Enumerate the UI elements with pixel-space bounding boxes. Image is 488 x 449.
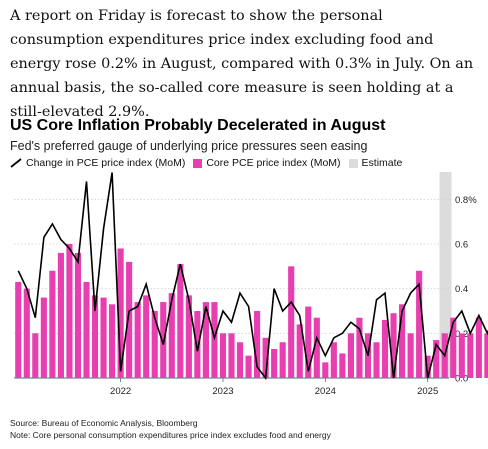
core-pce-bar	[271, 348, 278, 378]
article-paragraph: A report on Friday is forecast to show t…	[10, 8, 474, 120]
core-pce-bar	[134, 302, 141, 378]
core-pce-bar	[279, 342, 286, 378]
core-pce-bar	[228, 333, 235, 378]
core-pce-bar	[475, 317, 482, 378]
core-pce-bar	[322, 362, 329, 378]
core-pce-bar	[339, 353, 346, 378]
estimate-band	[439, 172, 452, 378]
x-tick-label: 2025	[417, 386, 438, 397]
core-pce-bar	[117, 248, 124, 378]
core-pce-bar	[219, 333, 227, 378]
core-pce-bar	[288, 266, 295, 378]
core-pce-bar	[296, 324, 303, 378]
core-pce-bar	[330, 342, 337, 378]
core-pce-bar	[347, 333, 354, 378]
x-tick-label: 2023	[212, 386, 233, 397]
line-swatch-icon	[10, 158, 22, 168]
core-pce-bar	[185, 295, 192, 378]
core-pce-bar	[126, 261, 133, 378]
estimate-swatch-icon	[348, 158, 358, 168]
core-pce-bar	[484, 333, 488, 378]
y-tick-label: 0.4	[455, 284, 468, 295]
core-pce-bar	[373, 342, 380, 378]
core-pce-bar	[15, 281, 22, 378]
core-pce-bar	[254, 311, 261, 378]
pce-change-line	[17, 172, 488, 381]
core-pce-bar	[450, 317, 457, 378]
legend-label-core-pce-bars: Core PCE price index (MoM)	[206, 157, 341, 169]
core-pce-bar	[49, 270, 56, 378]
x-tick-label: 2022	[110, 386, 131, 397]
core-pce-bar	[91, 295, 99, 378]
core-pce-bar	[66, 244, 73, 378]
core-pce-bar	[151, 311, 158, 378]
core-pce-bar	[74, 252, 82, 378]
note-line: Note: Core personal consumption expendit…	[10, 429, 331, 440]
core-pce-bar	[458, 333, 465, 378]
core-pce-bar	[390, 313, 397, 378]
y-tick-label: 0.6	[455, 240, 468, 251]
legend-item-estimate: Estimate	[348, 157, 403, 169]
core-pce-bar	[160, 302, 167, 378]
core-pce-bar	[202, 302, 209, 378]
legend-item-core-pce-bars: Core PCE price index (MoM)	[193, 157, 341, 169]
core-pce-bar	[424, 355, 431, 378]
chart-source-notes: Source: Bureau of Economic Analysis, Blo…	[10, 418, 331, 441]
core-pce-bar	[433, 340, 440, 378]
core-pce-bar	[100, 297, 107, 378]
core-pce-bar	[194, 311, 201, 378]
chart-subtitle: Fed's preferred gauge of underlying pric…	[10, 139, 368, 153]
core-pce-bar	[236, 342, 244, 378]
core-pce-bar	[381, 319, 389, 378]
core-pce-bar	[40, 297, 47, 378]
core-pce-bar	[83, 281, 90, 378]
core-pce-bar	[399, 304, 406, 378]
x-tick-label: 2024	[315, 386, 336, 397]
core-pce-bar	[168, 293, 175, 378]
bar-swatch-icon	[193, 158, 203, 168]
core-pce-bar	[313, 317, 320, 378]
core-pce-bar	[57, 252, 64, 378]
legend-label-estimate: Estimate	[361, 157, 403, 169]
chart-title: US Core Inflation Probably Decelerated i…	[10, 117, 386, 134]
legend-item-pce-line: Change in PCE price index (MoM)	[10, 157, 185, 169]
core-pce-bar	[467, 333, 474, 378]
core-pce-bar	[305, 306, 312, 378]
core-pce-bar	[32, 333, 39, 378]
source-line: Source: Bureau of Economic Analysis, Blo…	[10, 418, 198, 428]
core-pce-bar	[23, 288, 30, 378]
core-pce-bar	[416, 270, 423, 378]
y-tick-label: 0.8%	[455, 195, 477, 206]
core-pce-bar	[143, 295, 150, 378]
core-pce-bar	[245, 355, 252, 378]
legend-label-pce-line: Change in PCE price index (MoM)	[26, 157, 186, 169]
y-tick-label: 0.0	[455, 374, 468, 385]
chart-legend: Change in PCE price index (MoM) Core PCE…	[10, 157, 410, 169]
core-pce-bar	[262, 337, 269, 378]
core-pce-bar	[407, 333, 414, 378]
core-pce-bar	[356, 317, 363, 378]
core-pce-bar	[177, 264, 184, 378]
core-pce-bar	[109, 304, 116, 378]
